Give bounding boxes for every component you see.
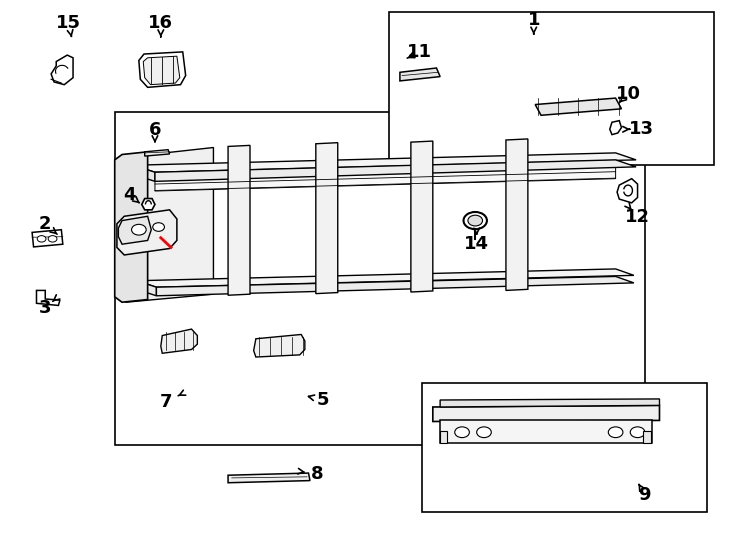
Polygon shape [139, 52, 186, 87]
Polygon shape [433, 406, 659, 422]
Polygon shape [228, 473, 310, 483]
Polygon shape [254, 334, 305, 357]
Polygon shape [440, 399, 659, 407]
Circle shape [153, 222, 164, 231]
Circle shape [608, 427, 623, 437]
Polygon shape [137, 269, 634, 287]
Text: 13: 13 [629, 120, 654, 138]
Polygon shape [155, 160, 636, 181]
Circle shape [455, 427, 469, 437]
Polygon shape [51, 55, 73, 85]
Polygon shape [316, 143, 338, 294]
Text: 11: 11 [407, 43, 432, 62]
Circle shape [37, 235, 46, 242]
Circle shape [48, 235, 57, 242]
Polygon shape [143, 56, 180, 85]
Circle shape [131, 224, 146, 235]
Text: 8: 8 [311, 465, 324, 483]
Polygon shape [506, 139, 528, 291]
Polygon shape [400, 68, 440, 81]
Text: 1: 1 [528, 11, 540, 29]
Text: 15: 15 [57, 14, 81, 32]
Circle shape [468, 215, 482, 226]
Text: 5: 5 [317, 391, 330, 409]
Polygon shape [644, 431, 651, 443]
Text: 10: 10 [617, 85, 642, 103]
Polygon shape [118, 217, 151, 244]
Text: 4: 4 [123, 186, 136, 204]
Polygon shape [155, 161, 616, 191]
Polygon shape [411, 141, 433, 292]
Polygon shape [133, 165, 155, 181]
Polygon shape [617, 179, 638, 203]
Bar [422, 383, 707, 512]
Text: 12: 12 [625, 208, 650, 226]
Text: 3: 3 [39, 299, 51, 316]
Polygon shape [137, 281, 156, 296]
Polygon shape [228, 145, 250, 295]
Polygon shape [37, 291, 60, 306]
Polygon shape [610, 120, 622, 134]
Circle shape [631, 427, 645, 437]
Polygon shape [440, 421, 653, 443]
Polygon shape [126, 147, 214, 302]
Polygon shape [156, 276, 634, 296]
Text: 14: 14 [464, 235, 489, 253]
Polygon shape [142, 199, 155, 210]
Polygon shape [440, 431, 448, 443]
Polygon shape [133, 153, 636, 172]
Polygon shape [161, 329, 197, 353]
Text: 7: 7 [160, 393, 172, 410]
Polygon shape [117, 210, 177, 255]
Text: 9: 9 [639, 485, 651, 504]
Bar [115, 112, 645, 444]
Bar [389, 12, 714, 165]
Circle shape [464, 212, 487, 229]
Text: 2: 2 [39, 215, 51, 233]
Polygon shape [145, 150, 170, 156]
Polygon shape [535, 98, 622, 115]
Polygon shape [32, 230, 63, 247]
Text: 16: 16 [148, 14, 173, 32]
Polygon shape [115, 152, 148, 302]
Circle shape [476, 427, 491, 437]
Text: 6: 6 [149, 122, 161, 139]
